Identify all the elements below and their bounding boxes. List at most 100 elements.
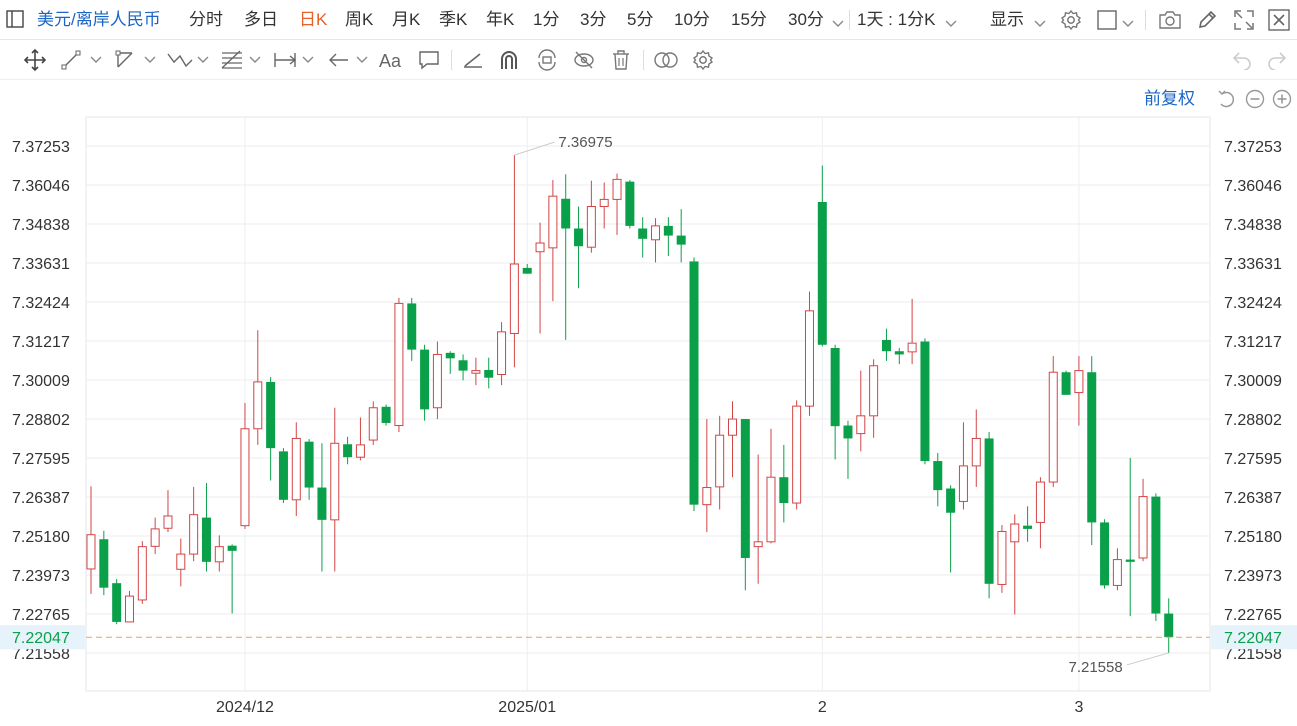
candle <box>1100 519 1110 589</box>
line-tool-icon[interactable] <box>61 50 103 70</box>
candle-body <box>278 451 288 500</box>
candle-body <box>856 415 866 435</box>
lock-icon[interactable] <box>535 49 559 71</box>
compare-icon[interactable] <box>653 50 679 70</box>
candle-body <box>984 438 994 584</box>
y-tick-label: 7.27595 <box>1224 451 1282 468</box>
candle <box>381 404 391 426</box>
chevron-down-icon[interactable] <box>832 15 844 33</box>
fullscreen-icon[interactable] <box>1233 9 1255 31</box>
candle-body <box>625 181 635 226</box>
candle <box>112 578 122 625</box>
candle <box>124 590 134 623</box>
period-tab-0[interactable]: 分时 <box>189 10 223 29</box>
period-tab-11[interactable]: 15分 <box>731 10 767 29</box>
delete-icon[interactable] <box>611 49 631 71</box>
camera-icon[interactable] <box>1158 10 1182 30</box>
candle <box>830 344 840 460</box>
combo-period[interactable]: 1天 : 1分K <box>857 10 936 29</box>
period-tab-12[interactable]: 30分 <box>788 10 824 29</box>
y-tick-label: 7.21558 <box>1224 646 1282 663</box>
x-tick-label: 2024/12 <box>216 699 274 716</box>
candle <box>715 415 725 510</box>
candle-body <box>1074 370 1084 394</box>
period-tab-10[interactable]: 10分 <box>674 10 710 29</box>
close-icon[interactable] <box>1268 9 1290 31</box>
measure-tool-icon[interactable] <box>273 50 315 70</box>
gear-icon[interactable] <box>692 49 714 71</box>
period-tab-5[interactable]: 季K <box>439 10 468 29</box>
period-tab-4[interactable]: 月K <box>392 10 421 29</box>
candle-body <box>1023 525 1033 529</box>
period-tab-7[interactable]: 1分 <box>533 10 560 29</box>
hide-icon[interactable] <box>573 49 595 71</box>
settings-icon[interactable] <box>1060 9 1082 31</box>
y-tick-label: 7.22765 <box>12 607 70 624</box>
y-tick-label: 7.31217 <box>1224 334 1282 351</box>
panel-toggle-icon[interactable] <box>6 10 24 28</box>
y-tick-label: 7.22765 <box>1224 607 1282 624</box>
candle-body <box>291 437 301 501</box>
candle <box>1035 477 1045 549</box>
candle <box>1061 370 1071 395</box>
symbol-name[interactable]: 美元/离岸人民币 <box>37 10 161 29</box>
candle-body <box>817 201 827 345</box>
x-tick-label: 2025/01 <box>498 699 556 716</box>
period-tab-6[interactable]: 年K <box>486 10 515 29</box>
chevron-down-icon[interactable] <box>1034 15 1046 33</box>
candle <box>1138 478 1148 562</box>
undo-icon[interactable] <box>1229 50 1253 70</box>
arrow-tool-icon[interactable] <box>327 50 369 70</box>
candle <box>86 486 96 594</box>
svg-text:Aa: Aa <box>379 51 402 71</box>
zoom-in-icon[interactable] <box>1271 88 1293 110</box>
low-label-leader <box>1126 652 1169 666</box>
candle-body <box>779 477 789 504</box>
candle <box>997 525 1007 593</box>
period-tab-2[interactable]: 日K <box>299 10 328 29</box>
candle <box>599 182 609 229</box>
candle-body <box>266 381 276 449</box>
candle <box>253 330 263 445</box>
adjust-button[interactable]: 前复权 <box>1144 89 1195 108</box>
candle-body <box>586 206 596 248</box>
candle-body <box>304 441 314 488</box>
candle <box>1010 514 1020 615</box>
candle <box>676 209 686 263</box>
candle-body <box>1048 371 1058 483</box>
candlestick-chart[interactable]: 7.37253 7.36046 7.34838 7.33631 7.32424 7.312… <box>0 80 1297 726</box>
candle-body <box>137 546 147 601</box>
period-tab-9[interactable]: 5分 <box>627 10 654 29</box>
y-tick-label: 7.34838 <box>12 217 70 234</box>
comment-tool-icon[interactable] <box>418 50 440 70</box>
magnet-icon[interactable] <box>498 49 520 71</box>
candle <box>1164 598 1174 653</box>
candle-body <box>124 595 134 623</box>
layout-icon[interactable] <box>1097 10 1117 30</box>
move-icon[interactable] <box>24 49 46 71</box>
channel-tool-icon[interactable] <box>115 50 157 70</box>
candle-body <box>535 242 545 253</box>
ruler-icon[interactable] <box>462 50 484 70</box>
candle-body <box>920 341 930 462</box>
zoom-out-icon[interactable] <box>1244 88 1266 110</box>
x-axis: 2024/12 2025/01 2 3 <box>216 699 1083 716</box>
drawing-toolbar: Aa <box>0 40 1297 80</box>
candle-body <box>933 461 943 491</box>
reset-icon[interactable] <box>1216 88 1238 110</box>
candle <box>304 439 314 500</box>
period-tab-1[interactable]: 多日 <box>244 10 278 29</box>
candle <box>509 155 519 368</box>
chevron-down-icon[interactable] <box>945 15 957 33</box>
candle <box>407 297 417 361</box>
fib-tool-icon[interactable] <box>220 50 262 70</box>
display-menu[interactable]: 显示 <box>990 10 1024 29</box>
redo-icon[interactable] <box>1266 50 1290 70</box>
period-tab-8[interactable]: 3分 <box>580 10 607 29</box>
wave-tool-icon[interactable] <box>166 50 210 70</box>
text-tool-icon[interactable]: Aa <box>378 49 406 71</box>
candle-body <box>330 442 340 521</box>
pen-icon[interactable] <box>1196 9 1218 31</box>
chevron-down-icon[interactable] <box>1122 15 1134 33</box>
period-tab-3[interactable]: 周K <box>345 10 374 29</box>
